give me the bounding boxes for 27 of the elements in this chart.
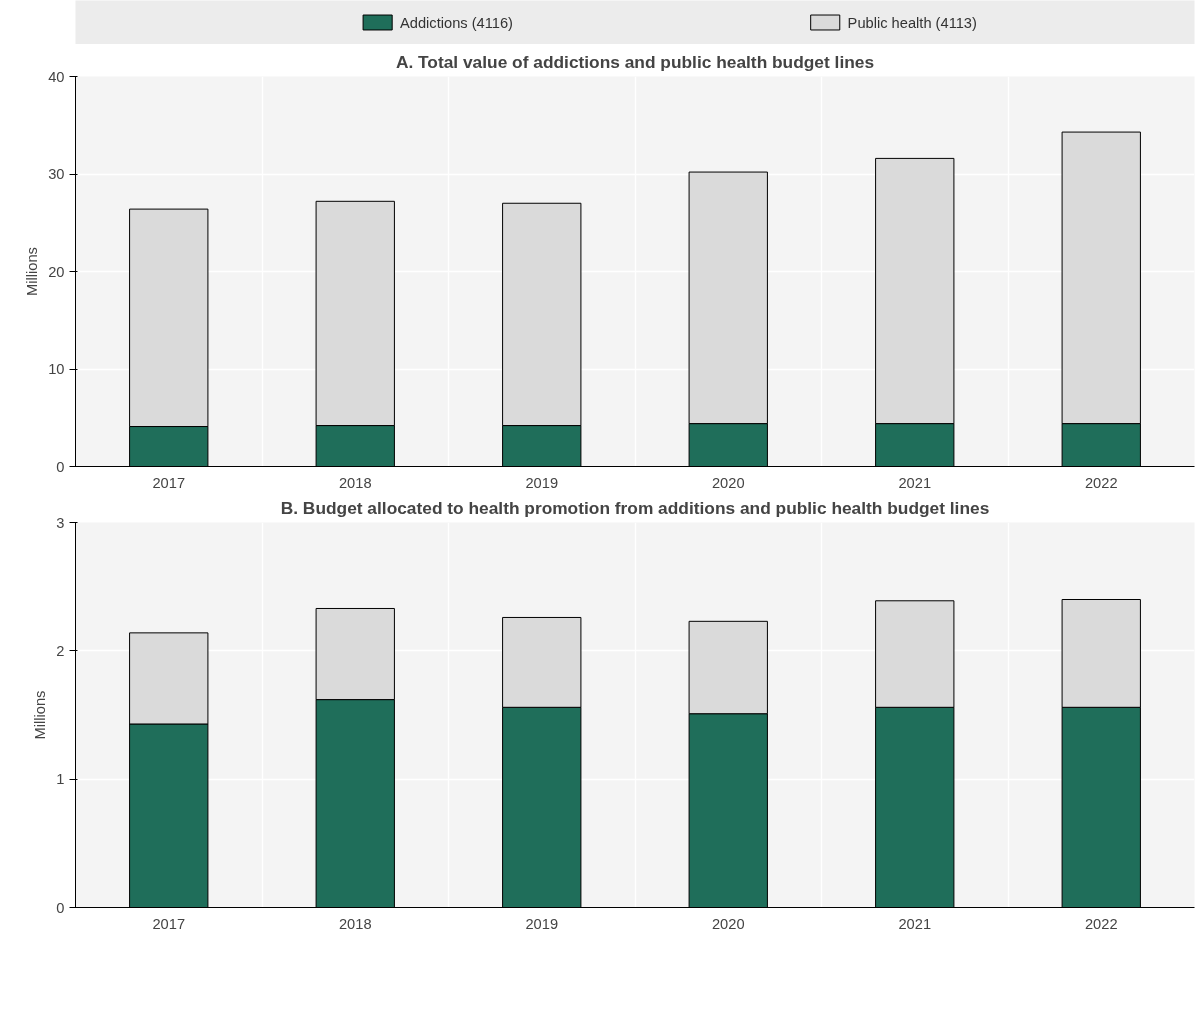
y-tick-label: 3 bbox=[56, 514, 65, 531]
legend-label: Public health (4113) bbox=[847, 14, 977, 31]
y-tick-label: 10 bbox=[48, 361, 65, 377]
x-tick-label: 2022 bbox=[1084, 474, 1118, 491]
y-tick-label: 0 bbox=[56, 458, 65, 475]
y-tick-label: 2 bbox=[56, 642, 65, 659]
x-tick-label: 2020 bbox=[711, 915, 745, 932]
y-axis-title: Millions bbox=[32, 690, 49, 740]
y-tick-label: 30 bbox=[48, 166, 65, 182]
y-axis-title: Millions bbox=[24, 247, 41, 296]
x-tick-label: 2022 bbox=[1084, 915, 1118, 932]
x-tick-label: 2021 bbox=[898, 474, 932, 491]
y-tick-label: 0 bbox=[56, 899, 65, 916]
x-tick-label: 2018 bbox=[338, 474, 372, 491]
x-tick-label: 2019 bbox=[525, 915, 559, 932]
chart-title: B. Budget allocated to health promotion from additions and public health budget lines bbox=[280, 497, 990, 518]
x-tick-label: 2021 bbox=[898, 915, 932, 932]
x-tick-label: 2020 bbox=[711, 474, 745, 491]
y-tick-label: 20 bbox=[48, 263, 65, 280]
x-tick-label: 2018 bbox=[338, 915, 372, 932]
y-tick-label: 40 bbox=[48, 68, 65, 85]
x-tick-label: 2017 bbox=[152, 915, 186, 932]
y-tick-label: 1 bbox=[56, 771, 65, 788]
legend-label: Addictions (4116) bbox=[400, 14, 513, 31]
x-tick-label: 2017 bbox=[152, 474, 186, 491]
chart-title: A. Total value of addictions and public health budget lines bbox=[395, 51, 875, 72]
x-tick-label: 2019 bbox=[525, 474, 559, 491]
